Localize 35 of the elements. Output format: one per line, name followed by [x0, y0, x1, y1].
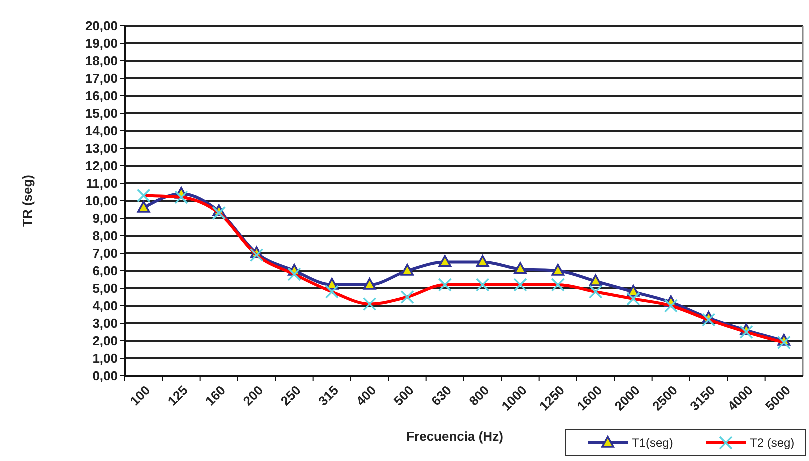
x-tick-label: 200 — [240, 382, 266, 409]
y-tick-label: 10,00 — [85, 194, 118, 209]
y-axis-title: TR (seg) — [20, 175, 35, 227]
x-tick-label: 800 — [466, 382, 492, 409]
y-tick-label: 9,00 — [92, 211, 118, 226]
legend-label: T1(seg) — [632, 436, 674, 450]
y-tick-label: 6,00 — [92, 264, 118, 279]
y-tick-label: 20,00 — [85, 18, 118, 34]
x-tick-label: 100 — [127, 382, 154, 409]
y-tick-label: 4,00 — [92, 298, 118, 314]
y-tick-label: 7,00 — [92, 246, 118, 262]
y-tick-label: 17,00 — [85, 71, 118, 86]
y-tick-label: 12,00 — [85, 158, 118, 174]
y-tick-label: 13,00 — [85, 141, 118, 156]
y-tick-label: 16,00 — [85, 88, 118, 104]
y-tick-label: 1,00 — [92, 351, 118, 366]
y-tick-label: 3,00 — [92, 316, 118, 332]
y-tick-label: 15,00 — [85, 106, 118, 122]
y-tick-label: 0,00 — [92, 368, 118, 384]
y-tick-label: 2,00 — [92, 334, 118, 349]
x-tick-label: 160 — [202, 382, 229, 409]
y-tick-label: 8,00 — [92, 228, 118, 244]
x-axis-title: Frecuencia (Hz) — [406, 429, 504, 444]
x-tick-label: 315 — [316, 382, 342, 409]
y-tick-label: 18,00 — [85, 54, 118, 69]
x-tick-label: 400 — [353, 382, 380, 409]
y-tick-label: 5,00 — [92, 281, 118, 296]
y-tick-label: 19,00 — [85, 36, 118, 52]
x-tick-label: 500 — [390, 382, 417, 409]
x-tick-label: 630 — [428, 382, 455, 409]
x-tick-label: 250 — [278, 382, 304, 409]
y-tick-label: 14,00 — [85, 124, 118, 139]
legend-label: T2 (seg) — [750, 436, 795, 450]
y-tick-label: 11,00 — [86, 176, 118, 192]
x-tick-label: 125 — [164, 382, 191, 409]
